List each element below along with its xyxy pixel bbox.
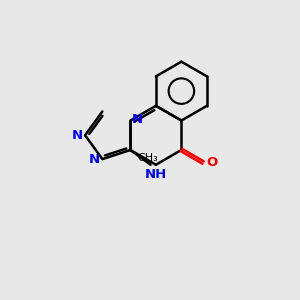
Text: CH₃: CH₃: [137, 153, 158, 163]
Text: N: N: [72, 129, 83, 142]
Text: N: N: [89, 153, 100, 166]
Text: N: N: [132, 113, 143, 127]
Text: O: O: [207, 156, 218, 169]
Text: NH: NH: [145, 168, 167, 181]
